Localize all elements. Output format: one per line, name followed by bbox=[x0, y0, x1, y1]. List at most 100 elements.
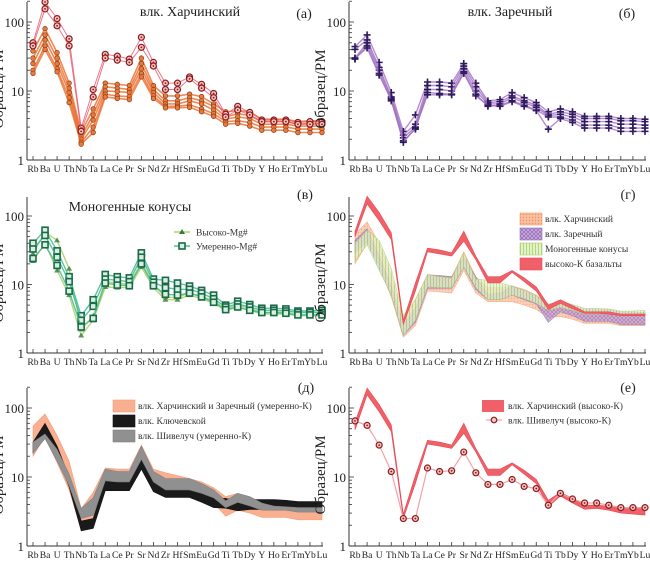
data-point bbox=[174, 296, 181, 302]
data-point bbox=[544, 113, 552, 121]
x-tick-label-Th: Th bbox=[386, 164, 397, 175]
data-point bbox=[399, 514, 407, 523]
x-tick-label-Nd: Nd bbox=[470, 550, 482, 561]
x-tick-label-Gd: Gd bbox=[208, 550, 220, 561]
data-point bbox=[617, 127, 625, 135]
x-tick-label-Th: Th bbox=[64, 164, 75, 175]
x-tick-label-Ce: Ce bbox=[434, 550, 445, 561]
x-tick-label-Ba: Ba bbox=[362, 550, 373, 561]
data-point bbox=[138, 74, 145, 80]
panel-letter: (е) bbox=[620, 381, 636, 396]
x-tick-label-U: U bbox=[54, 550, 61, 561]
data-point bbox=[270, 308, 278, 317]
data-point bbox=[210, 94, 218, 102]
data-point bbox=[54, 267, 61, 273]
data-point bbox=[375, 71, 383, 79]
y-tick-label: 1 bbox=[340, 153, 347, 168]
data-point bbox=[101, 54, 109, 62]
x-tick-label-Ce: Ce bbox=[112, 357, 123, 368]
x-tick-label-Y: Y bbox=[258, 357, 265, 368]
data-point bbox=[198, 101, 205, 107]
x-tick-label-Hf: Hf bbox=[172, 164, 183, 175]
x-tick-label-Tb: Tb bbox=[232, 357, 243, 368]
legend-label: влк. Харчинский (высоко-К) bbox=[508, 401, 623, 412]
data-point bbox=[532, 107, 540, 115]
y-tick-label: 100 bbox=[327, 401, 347, 416]
legend-item: влк. Заречный bbox=[519, 227, 603, 241]
x-tick-label-Ce: Ce bbox=[112, 164, 123, 175]
x-tick-label-Th: Th bbox=[64, 550, 75, 561]
data-point bbox=[161, 283, 170, 292]
x-tick-label-Zr: Zr bbox=[161, 357, 171, 368]
x-tick-label-Sr: Sr bbox=[137, 357, 146, 368]
y-axis-label: Образец/PM bbox=[0, 49, 7, 128]
data-point bbox=[641, 127, 649, 135]
data-point bbox=[197, 84, 206, 92]
x-tick-label-Sr: Sr bbox=[459, 357, 468, 368]
x-tick-label-Gd: Gd bbox=[208, 357, 220, 368]
x-tick-label-Y: Y bbox=[581, 164, 588, 175]
data-point bbox=[556, 114, 564, 122]
data-point bbox=[424, 91, 431, 99]
circle-marker-icon bbox=[490, 416, 498, 424]
x-tick-label-Lu: Lu bbox=[640, 357, 650, 368]
y-tick-label: 100 bbox=[5, 209, 25, 224]
data-point bbox=[484, 480, 492, 489]
x-tick-label-Sm: Sm bbox=[506, 357, 519, 368]
panel-letter: (б) bbox=[619, 7, 636, 22]
y-tick-label: 10 bbox=[11, 84, 24, 99]
data-point bbox=[593, 499, 601, 507]
x-tick-label-Er: Er bbox=[604, 164, 614, 175]
data-point bbox=[149, 62, 158, 70]
data-point bbox=[520, 102, 528, 110]
legend-item: Умеренно-Mg# bbox=[174, 242, 257, 253]
x-tick-label-Ta: Ta bbox=[88, 357, 98, 368]
x-tick-label-Pr: Pr bbox=[125, 164, 134, 175]
data-point bbox=[173, 79, 182, 87]
x-tick-label-Ti: Ti bbox=[544, 550, 553, 561]
x-tick-label-Th: Th bbox=[64, 357, 75, 368]
data-point bbox=[246, 111, 254, 119]
x-tick-label-U: U bbox=[54, 164, 61, 175]
legend-label: влк. Харчинский и Заречный (умеренно-К) bbox=[138, 401, 312, 412]
data-point bbox=[173, 279, 182, 287]
x-tick-label-Ho: Ho bbox=[268, 357, 280, 368]
data-point bbox=[411, 124, 419, 132]
x-tick-label-Dy: Dy bbox=[567, 550, 579, 561]
x-tick-label-Hf: Hf bbox=[495, 164, 506, 175]
x-tick-label-Gd: Gd bbox=[530, 357, 542, 368]
x-tick-label-Sr: Sr bbox=[137, 164, 146, 175]
panel-letter: (а) bbox=[296, 7, 312, 22]
data-point bbox=[472, 469, 480, 477]
data-point bbox=[295, 129, 301, 136]
data-point bbox=[435, 467, 444, 476]
legend-swatch bbox=[519, 242, 543, 256]
data-point bbox=[580, 499, 589, 507]
legend-item: влк. Харчинский и Заречный (умеренно-К) bbox=[112, 399, 312, 413]
data-point bbox=[53, 15, 61, 23]
x-tick-label-Yb: Yb bbox=[627, 550, 639, 561]
x-tick-label-Nd: Nd bbox=[470, 164, 482, 175]
x-tick-label-Er: Er bbox=[604, 357, 614, 368]
y-tick-label: 1 bbox=[18, 346, 25, 361]
data-point bbox=[77, 127, 85, 135]
legend-swatch bbox=[112, 429, 136, 443]
y-axis-label: Образец/PM bbox=[313, 435, 329, 514]
data-point bbox=[508, 98, 516, 106]
data-point bbox=[198, 109, 205, 115]
x-tick-label-U: U bbox=[376, 550, 383, 561]
data-point bbox=[318, 120, 326, 128]
data-point bbox=[186, 104, 193, 110]
x-tick-label-Nb: Nb bbox=[75, 164, 87, 175]
x-tick-label-Ba: Ba bbox=[362, 357, 373, 368]
legend-item: влк. Шивелуч (высоко-К) bbox=[486, 416, 611, 427]
data-point bbox=[568, 495, 577, 503]
data-point bbox=[593, 124, 601, 132]
data-point bbox=[161, 85, 170, 94]
legend-label: Моногенные конусы bbox=[545, 245, 629, 255]
